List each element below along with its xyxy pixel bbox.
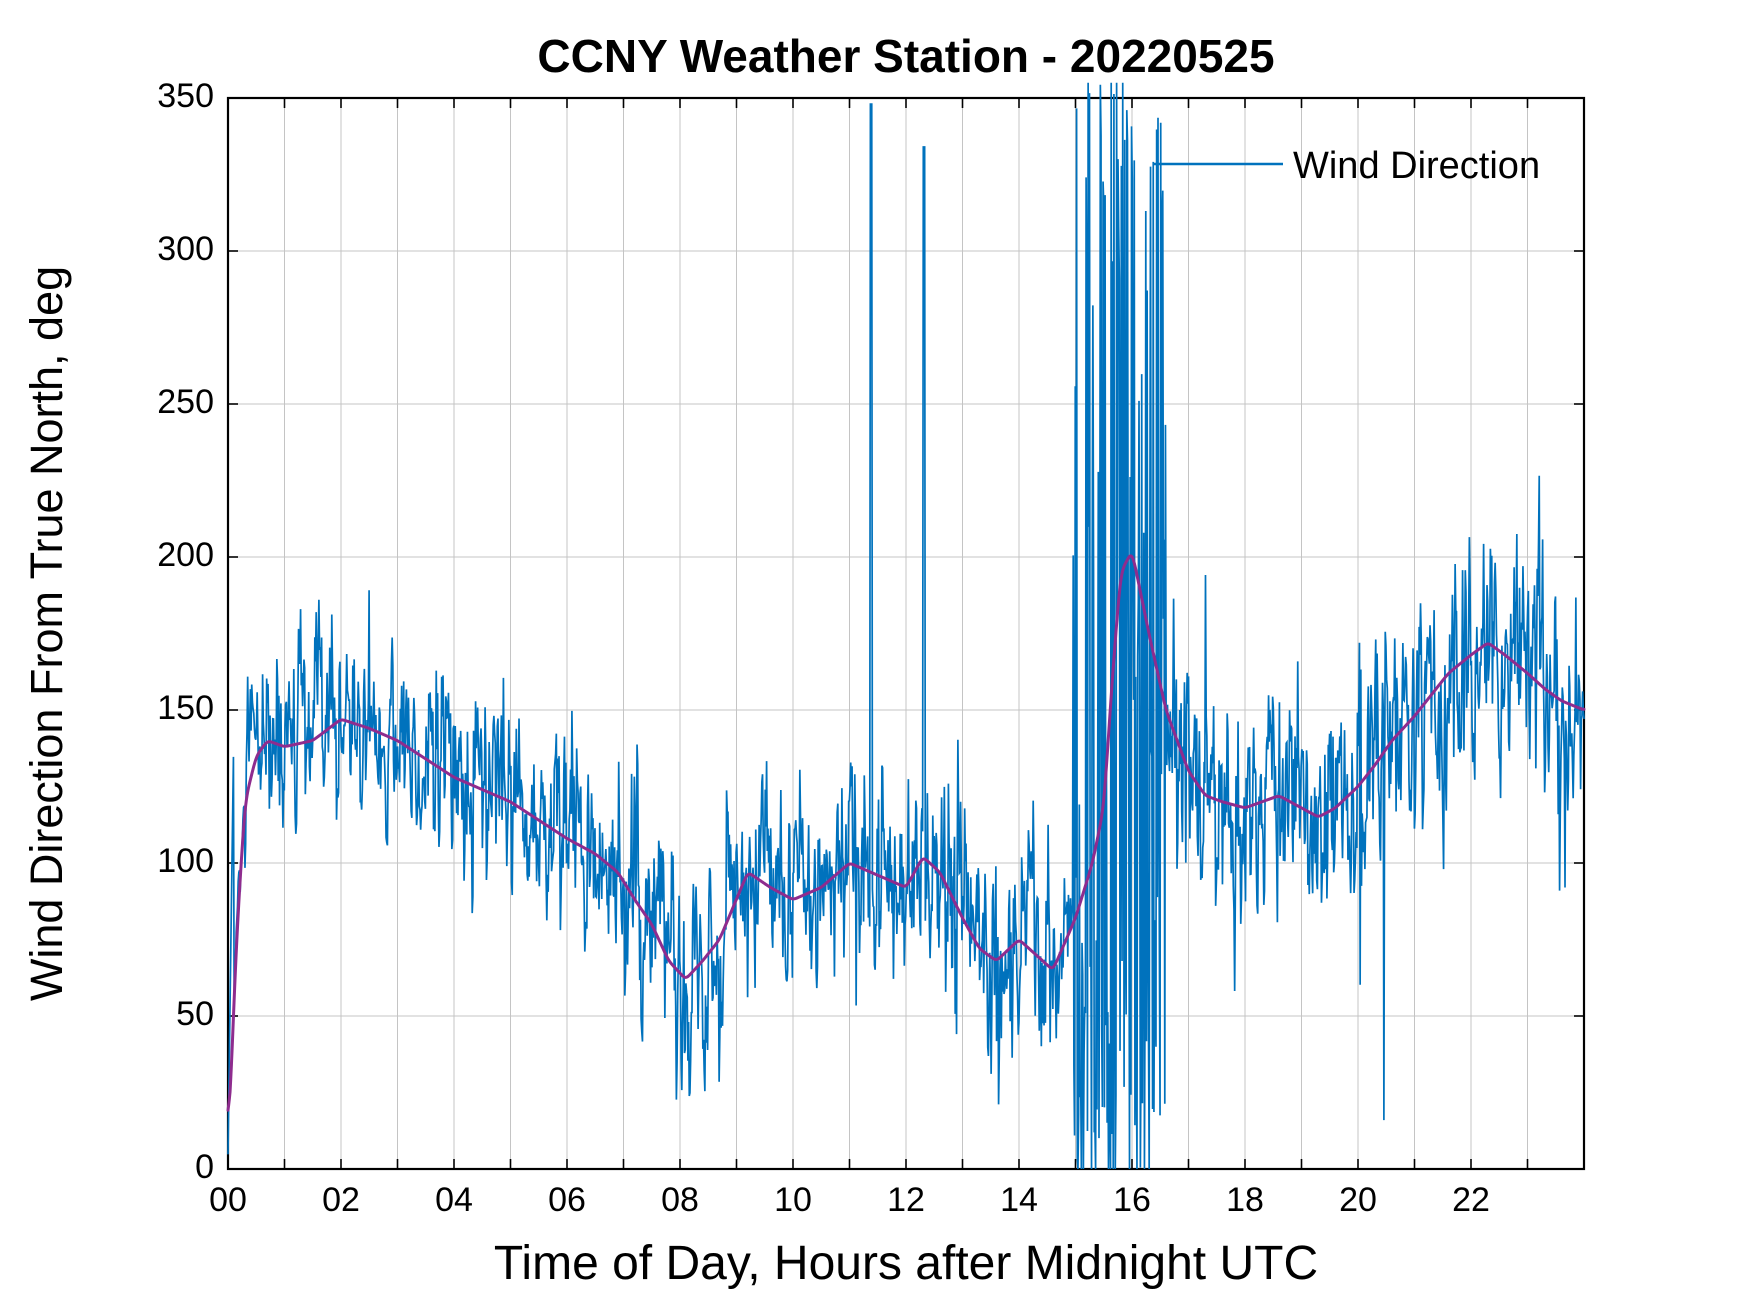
svg-text:Time of Day, Hours after Midni: Time of Day, Hours after Midnight UTC (494, 1237, 1318, 1290)
svg-text:350: 350 (157, 77, 214, 115)
svg-text:CCNY Weather Station - 2022052: CCNY Weather Station - 20220525 (537, 30, 1274, 82)
svg-text:10: 10 (774, 1181, 812, 1219)
svg-text:100: 100 (157, 842, 214, 880)
svg-text:06: 06 (548, 1181, 586, 1219)
svg-text:300: 300 (157, 230, 214, 268)
svg-text:250: 250 (157, 383, 214, 421)
svg-text:Wind Direction: Wind Direction (1293, 145, 1540, 187)
svg-text:00: 00 (209, 1181, 247, 1219)
svg-text:18: 18 (1226, 1181, 1264, 1219)
svg-text:02: 02 (322, 1181, 360, 1219)
svg-text:50: 50 (176, 995, 214, 1033)
svg-text:08: 08 (661, 1181, 699, 1219)
svg-text:14: 14 (1000, 1181, 1038, 1219)
svg-text:12: 12 (887, 1181, 925, 1219)
svg-text:20: 20 (1339, 1181, 1377, 1219)
svg-text:04: 04 (435, 1181, 473, 1219)
svg-text:16: 16 (1113, 1181, 1151, 1219)
svg-text:Wind Direction From True North: Wind Direction From True North, deg (21, 266, 72, 1001)
svg-text:150: 150 (157, 689, 214, 727)
svg-text:200: 200 (157, 536, 214, 574)
svg-text:22: 22 (1452, 1181, 1490, 1219)
